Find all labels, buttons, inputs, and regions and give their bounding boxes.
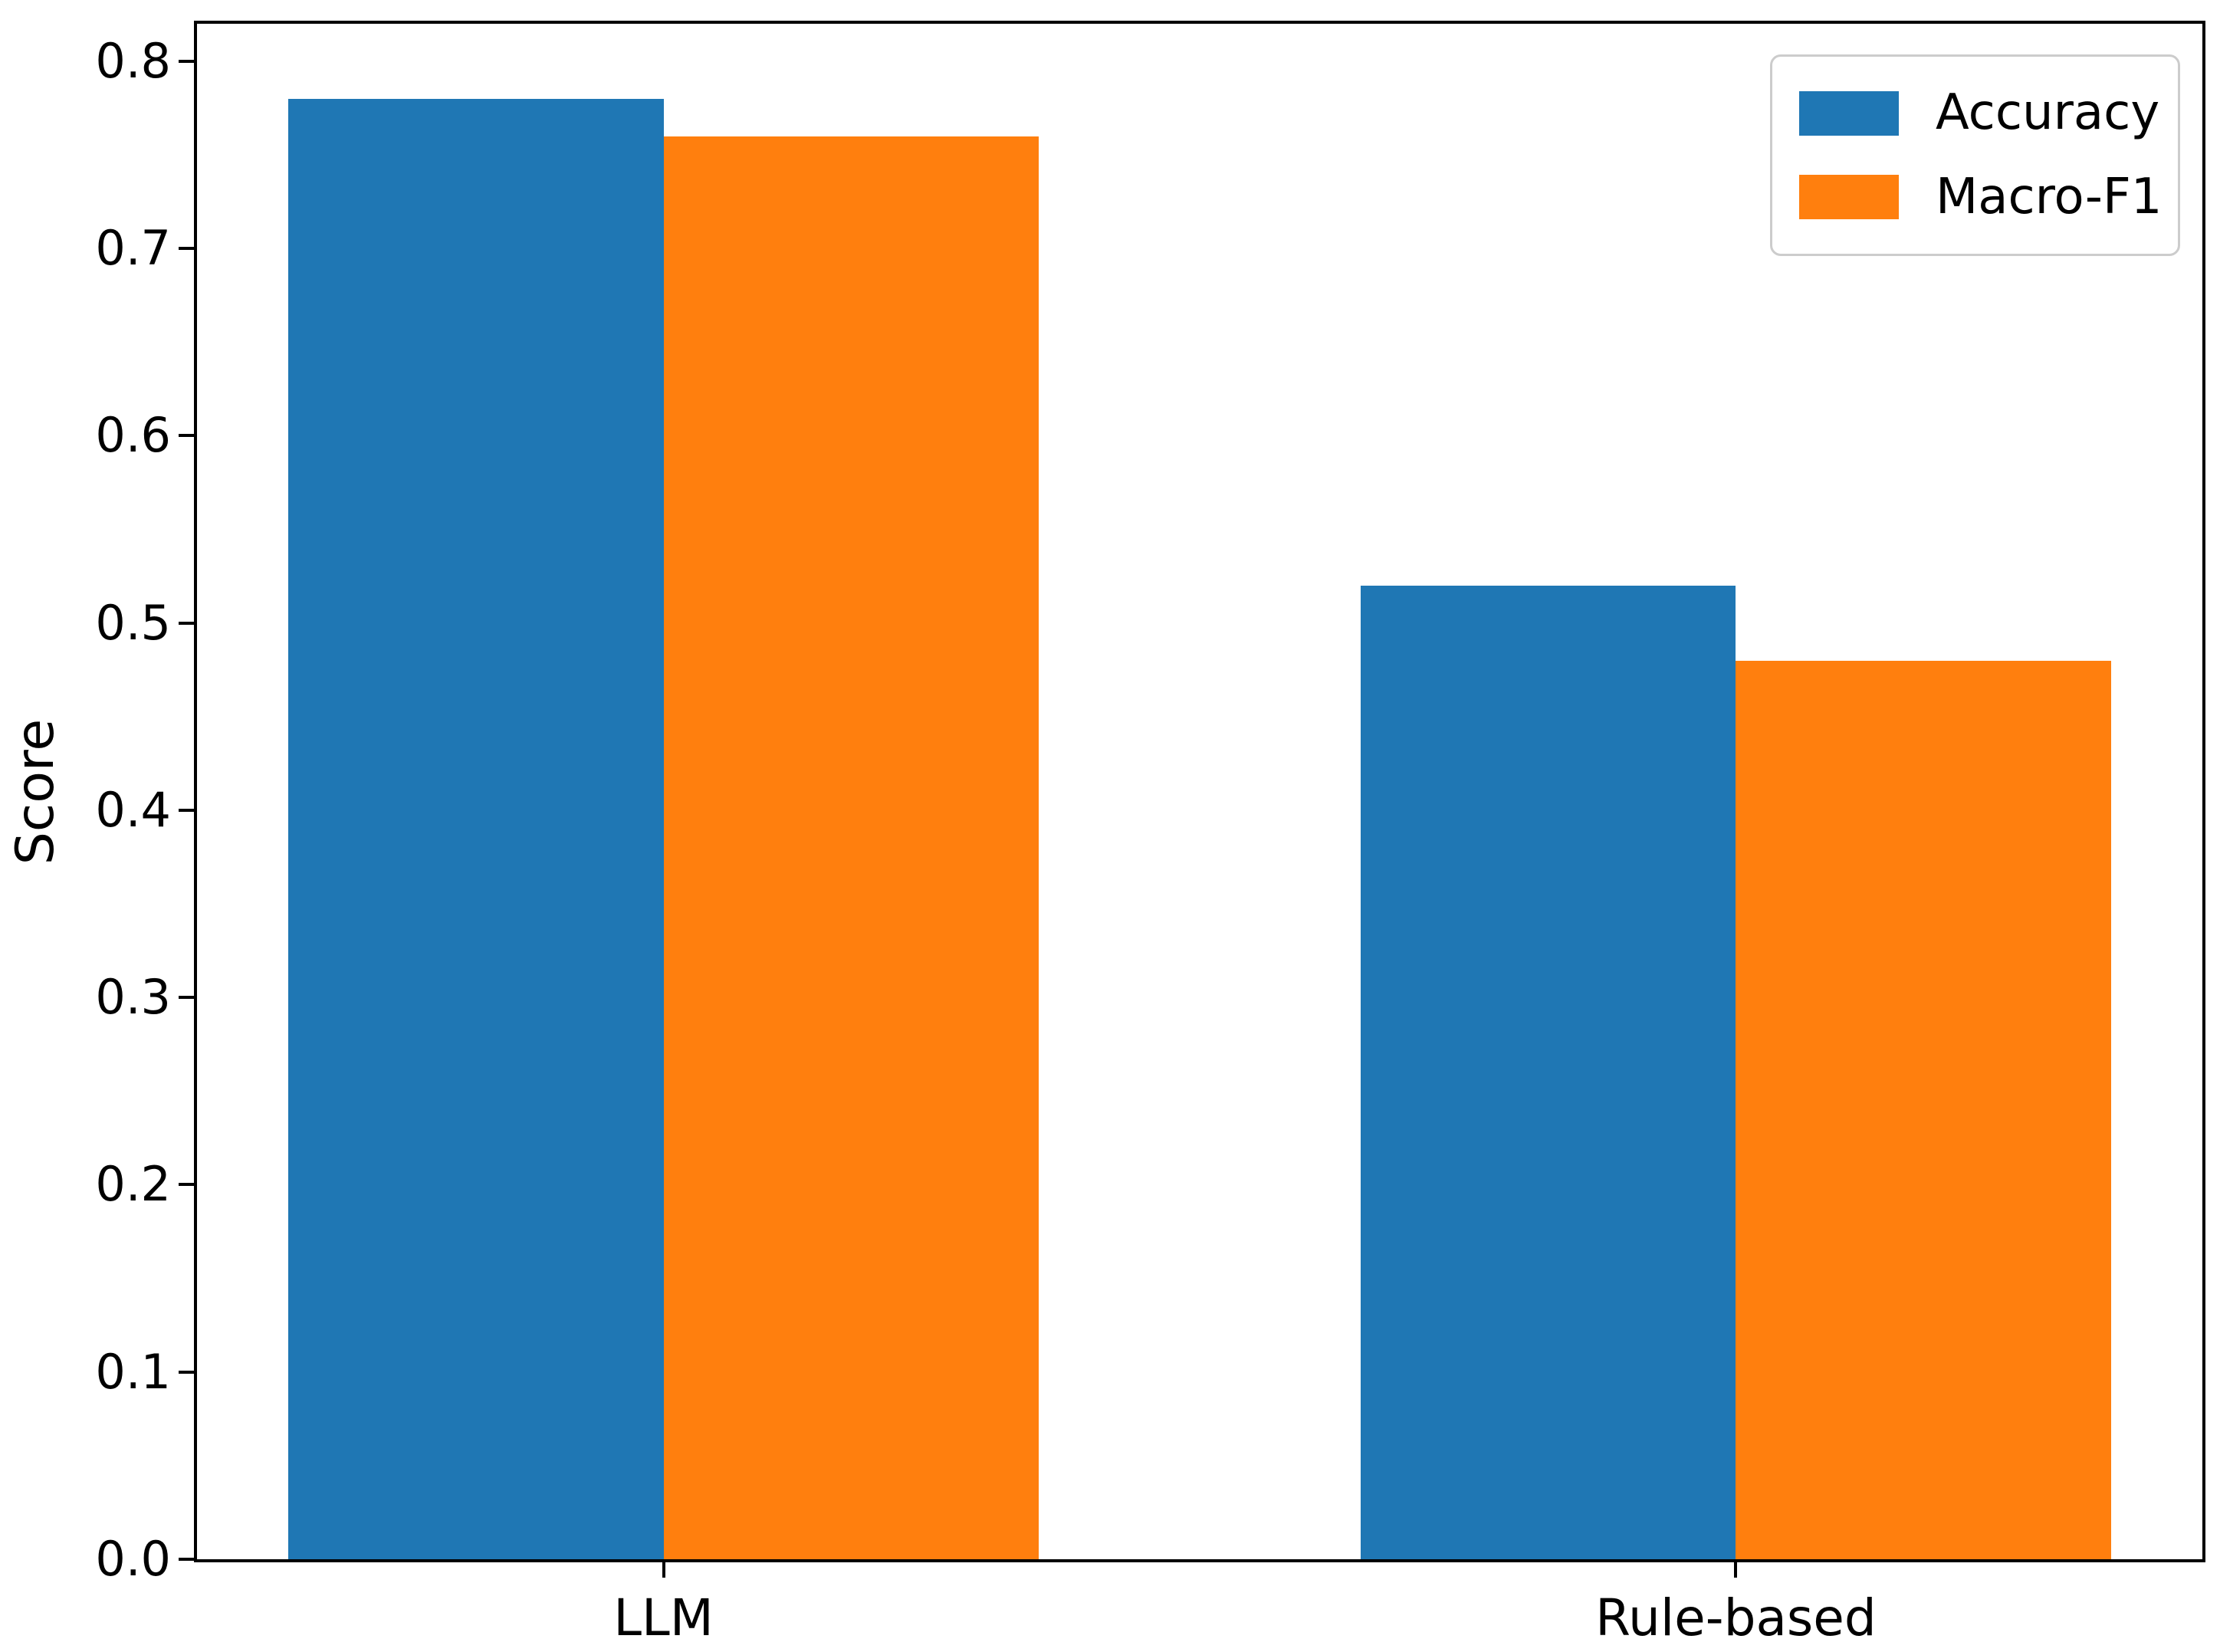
y-axis-label: Score [5, 718, 66, 865]
y-tick-label: 0.1 [95, 1343, 171, 1400]
y-tick-label: 0.7 [95, 220, 171, 277]
bar-macro-f1-rule-based [1736, 660, 2112, 1559]
legend: Accuracy Macro-F1 [1770, 54, 2180, 256]
x-tick-mark [662, 1562, 665, 1578]
legend-swatch [1799, 175, 1899, 220]
x-tick-label-llm: LLM [613, 1588, 714, 1647]
y-tick-mark [179, 59, 194, 63]
y-tick-label: 0.3 [95, 969, 171, 1026]
y-tick-mark [179, 247, 194, 251]
x-tick-mark [1734, 1562, 1738, 1578]
y-tick-label: 0.6 [95, 407, 171, 464]
y-tick-label: 0.0 [95, 1531, 171, 1587]
y-tick-mark [179, 1558, 194, 1561]
y-tick-mark [179, 808, 194, 812]
y-tick-mark [179, 621, 194, 625]
bar-accuracy-llm [287, 98, 664, 1559]
y-tick-mark [179, 996, 194, 1000]
y-tick-label: 0.8 [95, 32, 171, 89]
y-tick-mark [179, 434, 194, 438]
bar-accuracy-rule-based [1360, 585, 1736, 1559]
legend-swatch [1799, 90, 1899, 136]
legend-entry-label: Macro-F1 [1936, 168, 2163, 225]
y-tick-label: 0.4 [95, 781, 171, 838]
plot-area: Score 0.0 0.1 0.2 0.3 0.4 0.5 0.6 0.7 0.8 LLM Rul… [5, 21, 2205, 1644]
legend-entry-accuracy: Accuracy [1799, 84, 2178, 142]
legend-entry-macro-f1: Macro-F1 [1799, 169, 2178, 226]
y-tick-mark [179, 1183, 194, 1187]
bar-macro-f1-llm [663, 136, 1039, 1559]
y-tick-label: 0.5 [95, 594, 171, 651]
y-tick-mark [179, 1370, 194, 1374]
y-tick-label: 0.2 [95, 1156, 171, 1213]
legend-entry-label: Accuracy [1936, 84, 2160, 141]
x-tick-label-rule-based: Rule-based [1595, 1588, 1877, 1647]
